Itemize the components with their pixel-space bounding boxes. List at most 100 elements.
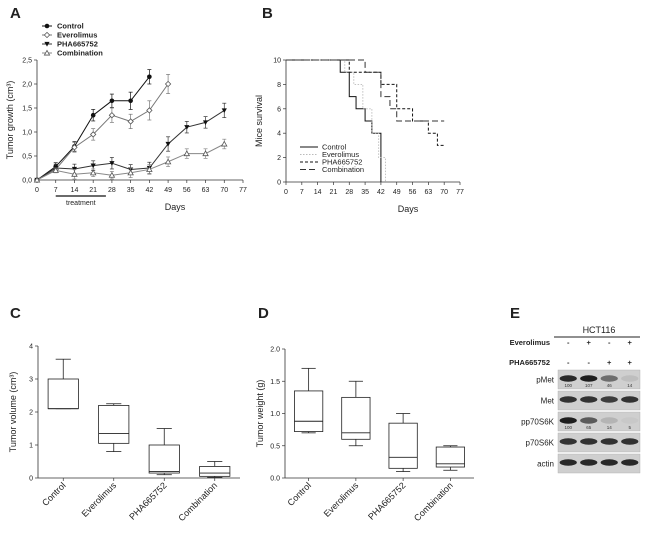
a-point-combination <box>202 150 209 157</box>
c-y-tick-label: 1 <box>29 443 33 450</box>
b-y-tick-label: 0 <box>277 180 281 187</box>
e-row-label: pp70S6K <box>521 418 555 427</box>
a-point-pha665752 <box>184 125 190 130</box>
b-x-tick-label: 70 <box>440 189 448 196</box>
c-box <box>199 466 231 477</box>
a-y-tick-label: 1,5 <box>22 106 32 113</box>
a-point-everolimus <box>164 80 172 88</box>
a-x-tick-label: 63 <box>202 187 210 194</box>
a-y-tick-label: 2,0 <box>22 82 32 89</box>
e-treatment-sign: - <box>608 338 611 347</box>
e-treatment-sign: + <box>607 358 612 367</box>
a-point-combination <box>108 171 116 178</box>
a-point-combination <box>127 169 134 176</box>
e-band <box>559 375 577 382</box>
e-treatment-sign: - <box>567 358 570 367</box>
d-y-tick-label: 0.5 <box>270 443 280 450</box>
e-blot-strip <box>557 453 641 474</box>
e-row-label: Met <box>541 397 555 406</box>
e-band <box>600 459 618 466</box>
panel-letter-c: C <box>10 305 21 322</box>
e-band <box>580 396 598 403</box>
a-legend-marker <box>44 41 50 47</box>
b-x-tick-label: 42 <box>377 189 385 196</box>
e-band <box>559 459 577 466</box>
a-point-combination <box>220 140 228 147</box>
a-x-tick-label: 70 <box>220 187 228 194</box>
c-category-label: PHA665752 <box>127 480 168 521</box>
e-treatment-sign: + <box>628 338 633 347</box>
c-y-tick-label: 2 <box>29 410 33 417</box>
d-box <box>294 390 324 432</box>
a-x-tick-label: 7 <box>54 187 58 194</box>
c-box <box>148 444 180 474</box>
c-category-label: Combination <box>176 480 219 523</box>
a-x-tick-label: 35 <box>127 187 135 194</box>
a-point-everolimus <box>90 131 97 138</box>
e-band-quant: 46 <box>607 383 613 388</box>
panel-letter-e: E <box>510 305 520 322</box>
b-y-tick-label: 10 <box>273 58 281 65</box>
a-point-everolimus <box>71 144 78 151</box>
e-band <box>600 396 618 403</box>
b-survival-line-pha665752 <box>286 59 445 146</box>
e-band-quant: 14 <box>627 383 633 388</box>
b-x-tick-label: 77 <box>456 189 464 196</box>
a-point-everolimus <box>108 112 116 119</box>
e-band <box>600 438 618 445</box>
c-y-axis-label: Tumor volume (cm³) <box>8 372 18 453</box>
d-y-tick-label: 0.0 <box>270 476 280 483</box>
e-treatment-sign: + <box>628 358 633 367</box>
a-series-line-everolimus <box>36 83 169 181</box>
a-x-tick-label: 42 <box>145 187 153 194</box>
b-x-tick-label: 35 <box>361 189 369 196</box>
e-cell-line-label: HCT116 <box>583 325 616 335</box>
e-band <box>621 438 639 445</box>
b-y-tick-label: 6 <box>277 106 281 113</box>
a-x-tick-label: 77 <box>239 187 247 194</box>
c-category-label: Everolimus <box>80 480 119 519</box>
b-x-tick-label: 56 <box>409 189 417 196</box>
e-band-quant: 14 <box>607 425 613 430</box>
d-category-label: PHA665752 <box>366 480 407 521</box>
b-x-axis-label: Days <box>398 204 419 214</box>
panel-e-western-blot: HCT116 Everolimus - + - + PHA665752 - - + + pMet 100… <box>509 325 641 474</box>
b-x-tick-label: 7 <box>300 189 304 196</box>
e-band <box>621 375 639 382</box>
e-treatment-label: PHA665752 <box>509 358 550 367</box>
b-x-tick-label: 49 <box>393 189 401 196</box>
d-y-tick-label: 1.0 <box>270 411 280 418</box>
d-box <box>341 396 371 440</box>
b-survival-line-everolimus <box>286 59 386 182</box>
c-category-label: Control <box>40 480 68 508</box>
a-x-tick-label: 49 <box>164 187 172 194</box>
c-y-tick-label: 0 <box>29 476 33 483</box>
a-x-tick-label: 28 <box>108 187 116 194</box>
e-band-quant: 65 <box>586 425 592 430</box>
e-band <box>559 396 577 403</box>
a-point-control <box>147 74 152 80</box>
e-row-label: p70S6K <box>526 439 555 448</box>
a-y-tick-label: 2,5 <box>22 58 32 65</box>
d-y-tick-label: 2.0 <box>270 347 280 354</box>
a-legend-marker <box>44 23 50 29</box>
panel-letter-a: A <box>10 5 21 22</box>
a-point-combination <box>52 166 60 173</box>
a-legend-label: Control <box>57 22 84 31</box>
e-band <box>580 438 598 445</box>
panel-a-growth-chart: 0 7 14 21 28 35 42 49 56 63 70 77 0,0 0,5 1,0 1,5 2,0 2,5… <box>5 22 247 213</box>
e-band <box>621 417 639 424</box>
e-row-label: actin <box>537 460 554 469</box>
a-y-tick-label: 0,0 <box>22 178 32 185</box>
e-band <box>621 396 639 403</box>
b-legend-label: Control <box>322 143 347 152</box>
e-band <box>600 417 618 424</box>
a-legend-marker <box>43 49 51 56</box>
c-y-tick-label: 4 <box>29 344 33 351</box>
a-legend-label: Everolimus <box>57 31 97 40</box>
a-point-pha665752 <box>109 161 115 166</box>
a-x-tick-label: 21 <box>89 187 97 194</box>
d-category-label: Everolimus <box>322 480 361 519</box>
a-point-combination <box>183 150 191 157</box>
